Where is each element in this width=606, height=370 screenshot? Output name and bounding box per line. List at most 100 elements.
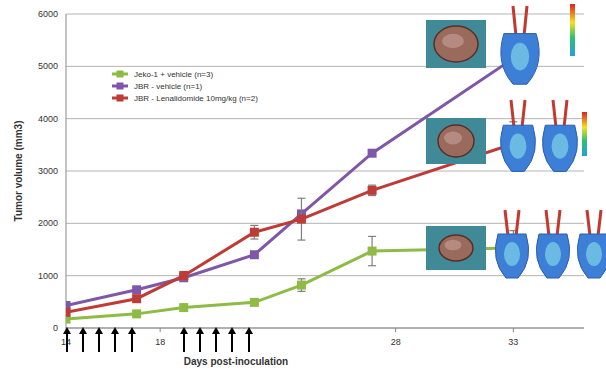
y-tick-label: 6000	[38, 9, 58, 19]
error-bar	[297, 198, 305, 240]
y-tick-label: 0	[53, 323, 58, 333]
color-scale-decoration	[582, 112, 587, 156]
dose-arrow	[98, 331, 100, 352]
mouse-signal	[510, 134, 527, 159]
mouse-image	[501, 6, 539, 84]
error-cap	[368, 236, 376, 237]
y-tick-label: 1000	[38, 271, 58, 281]
legend-label: JBR - vehicle (n=1)	[134, 82, 203, 91]
tumor-highlight	[445, 240, 462, 250]
x-tick-label: 28	[391, 337, 401, 347]
mouse-tail	[564, 100, 567, 127]
mouse-body	[495, 234, 528, 278]
dose-arrow-head	[128, 327, 136, 334]
dose-arrow	[183, 331, 185, 352]
tumor-highlight	[444, 132, 462, 145]
legend-label: Jeko-1 + vehicle (n=3)	[134, 70, 213, 79]
y-tick-label: 5000	[38, 61, 58, 71]
error-cap	[297, 239, 305, 240]
tumor-photo	[434, 26, 478, 62]
color-scale-decoration	[570, 4, 575, 56]
x-tick-label: 33	[508, 337, 518, 347]
mouse-tail	[598, 210, 601, 236]
grid-line	[66, 171, 584, 172]
error-bar	[180, 271, 188, 279]
y-tick-label: 2000	[38, 218, 58, 228]
point	[179, 271, 188, 280]
mouse-body	[577, 234, 606, 278]
mouse-body	[543, 125, 578, 171]
dose-arrow	[131, 331, 133, 352]
tumor-photo	[439, 235, 473, 261]
dose-arrow	[215, 331, 217, 352]
legend-label: JBR - Lenalidomide 10mg/kg (n=2)	[134, 94, 258, 103]
mouse-signal	[586, 242, 602, 266]
error-cap	[250, 225, 258, 226]
point	[132, 285, 141, 294]
dose-arrow-head	[111, 327, 119, 334]
mouse-image	[501, 100, 536, 171]
x-tick	[395, 328, 396, 332]
tumor-highlight	[442, 34, 464, 48]
mouse-signal	[511, 43, 529, 71]
dose-arrow-head	[245, 327, 253, 334]
point	[132, 294, 141, 303]
point	[250, 250, 259, 259]
dose-arrow	[82, 331, 84, 352]
legend-marker	[117, 95, 124, 102]
error-cap	[297, 291, 305, 292]
mouse-tail	[553, 100, 556, 127]
dose-arrow	[231, 331, 233, 352]
error-cap	[368, 195, 376, 196]
mouse-image	[543, 100, 578, 171]
mouse-tail	[505, 210, 508, 236]
point	[132, 309, 141, 318]
photo-frame	[426, 226, 486, 270]
dose-arrow	[114, 331, 116, 352]
mouse-tail	[546, 210, 549, 236]
error-bar	[368, 185, 376, 195]
error-bar	[368, 236, 376, 265]
error-cap	[250, 238, 258, 239]
y-axis-title: Tumor volume (mm3)	[13, 121, 24, 222]
dose-arrow-head	[63, 327, 71, 334]
mouse-signal	[552, 134, 569, 159]
chart: 010002000300040005000600014182833Days po…	[0, 0, 606, 370]
point	[368, 149, 377, 158]
error-bar	[297, 279, 305, 292]
point	[297, 215, 306, 224]
dose-arrow	[66, 331, 68, 352]
mouse-tail	[513, 6, 516, 36]
dose-arrow	[199, 331, 201, 352]
x-axis-title: Days post-inoculation	[184, 356, 288, 367]
y-tick-label: 3000	[38, 166, 58, 176]
x-tick-label: 18	[155, 337, 165, 347]
y-tick-label: 4000	[38, 114, 58, 124]
tumor-photo	[438, 125, 474, 157]
x-axis	[66, 328, 584, 329]
mouse-tail	[587, 210, 590, 236]
mouse-tail	[511, 100, 514, 127]
y-axis	[66, 14, 67, 328]
mouse-signal	[504, 242, 520, 266]
error-cap	[297, 278, 305, 279]
point	[250, 228, 259, 237]
dose-arrow-head	[180, 327, 188, 334]
mouse-body	[501, 125, 536, 171]
x-tick	[513, 328, 514, 332]
mouse-tail	[557, 210, 560, 236]
grid-line	[66, 328, 584, 329]
mouse-image	[536, 210, 569, 278]
x-tick	[160, 328, 161, 332]
mouse-body	[501, 34, 539, 85]
dose-arrow-head	[95, 327, 103, 334]
mouse-signal	[545, 242, 561, 266]
photo-frame	[426, 20, 486, 68]
photo-frame	[426, 118, 486, 164]
mouse-image	[495, 210, 528, 278]
mouse-tail	[516, 210, 519, 236]
error-cap	[368, 185, 376, 186]
mouse-image	[577, 210, 606, 278]
error-cap	[368, 265, 376, 266]
point	[297, 281, 306, 290]
